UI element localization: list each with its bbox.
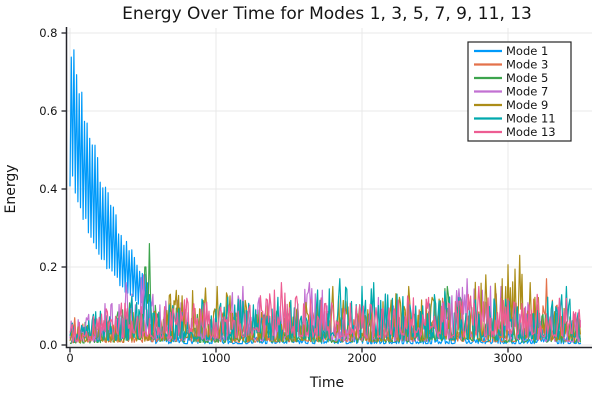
- y-tick-label: 0.6: [39, 104, 57, 118]
- x-axis-label: Time: [309, 375, 344, 391]
- legend-entry-label: Mode 5: [506, 71, 548, 85]
- y-axis-label: Energy: [3, 164, 19, 213]
- legend-entry-label: Mode 3: [506, 58, 548, 72]
- legend-entry-label: Mode 9: [506, 98, 548, 112]
- data-series: [69, 49, 582, 345]
- x-tick-label: 3000: [493, 351, 522, 365]
- y-tick-label: 0.2: [39, 260, 57, 274]
- axes: [61, 27, 592, 353]
- x-tick-label: 2000: [347, 351, 376, 365]
- tick-labels: 0 1000 2000 3000 0.0 0.2 0.4 0.6 0.8: [39, 26, 522, 365]
- legend-entry-label: Mode 7: [506, 85, 548, 99]
- grid-lines: [67, 28, 592, 347]
- x-tick-label: 1000: [201, 351, 230, 365]
- legend-entry-label: Mode 11: [506, 112, 556, 126]
- x-tick-label: 0: [66, 351, 73, 365]
- y-tick-label: 0.4: [39, 182, 57, 196]
- legend-entry-label: Mode 13: [506, 125, 556, 139]
- y-tick-label: 0.8: [39, 26, 57, 40]
- y-tick-label: 0.0: [39, 338, 57, 352]
- chart-title: Energy Over Time for Modes 1, 3, 5, 7, 9…: [122, 4, 532, 24]
- series-mode-9: [69, 254, 581, 344]
- legend-entry-label: Mode 1: [506, 44, 548, 58]
- series-mode-13: [69, 282, 581, 343]
